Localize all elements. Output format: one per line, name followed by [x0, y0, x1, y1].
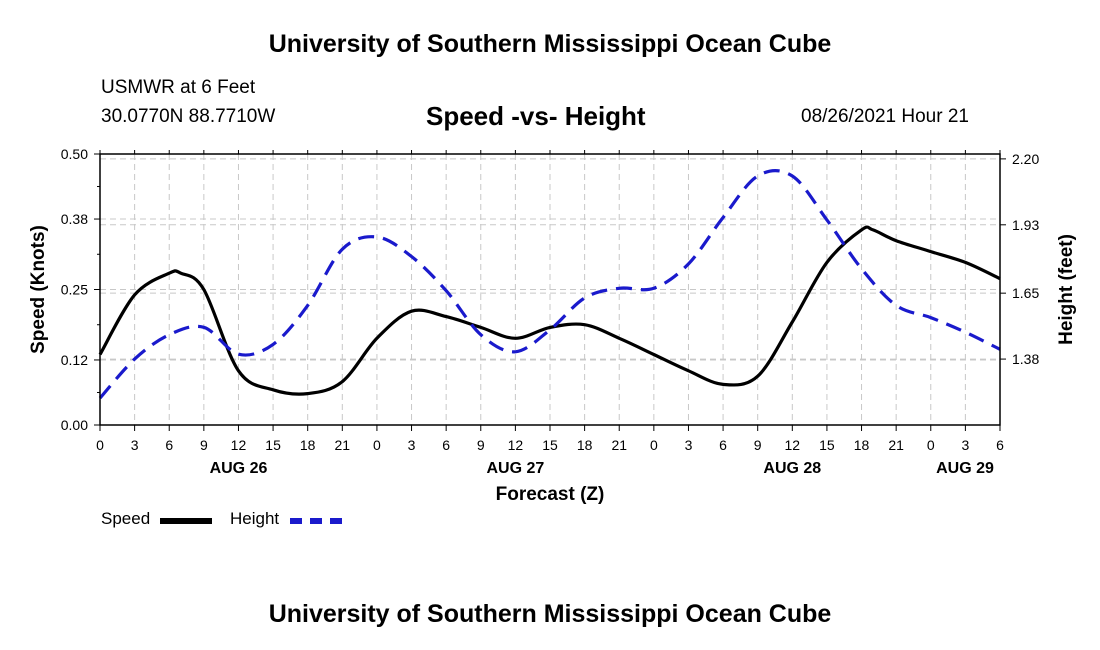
- x-tick-label: 12: [785, 437, 801, 453]
- x-tick-label: 15: [819, 437, 835, 453]
- series-layer: [98, 169, 1001, 400]
- x-tick-label: 18: [300, 437, 316, 453]
- x-tick-label: 18: [854, 437, 870, 453]
- y-tick-label: 0.38: [61, 211, 88, 227]
- y2-tick-label: 1.93: [1012, 217, 1039, 233]
- x-tick-label: 6: [996, 437, 1004, 453]
- legend-height-label: Height: [230, 509, 280, 528]
- date-label: 08/26/2021 Hour 21: [801, 106, 969, 127]
- x-tick-label: 0: [927, 437, 935, 453]
- legend-speed-label: Speed: [101, 509, 151, 528]
- y2-tick-label: 2.20: [1012, 151, 1039, 167]
- x-tick-label: 3: [685, 437, 693, 453]
- y2-tick-label: 1.38: [1012, 351, 1039, 367]
- y-tick-label: 0.25: [61, 282, 88, 298]
- x-tick-label: 15: [265, 437, 281, 453]
- x-tick-label: 15: [542, 437, 558, 453]
- x-tick-label: 21: [611, 437, 627, 453]
- x-day-label: AUG 29: [936, 460, 994, 477]
- y2-tick-label: 1.65: [1012, 285, 1039, 301]
- x-tick-label: 0: [96, 437, 104, 453]
- y2-axis-label: Height (feet): [1056, 234, 1077, 345]
- x-tick-label: 9: [477, 437, 485, 453]
- x-tick-label: 0: [373, 437, 381, 453]
- chart-title: University of Southern Mississippi Ocean…: [268, 30, 832, 58]
- y-tick-label: 0.00: [61, 417, 88, 433]
- x-tick-label: 3: [408, 437, 416, 453]
- y-tick-label: 0.12: [61, 352, 88, 368]
- x-tick-label: 3: [131, 437, 139, 453]
- footer-title: University of Southern Mississippi Ocean…: [268, 600, 832, 628]
- y-axis-label: Speed (Knots): [28, 225, 49, 354]
- x-tick-label: 6: [442, 437, 450, 453]
- chart-subtitle: Speed -vs- Height: [426, 101, 646, 131]
- x-tick-label: 3: [961, 437, 969, 453]
- x-tick-label: 12: [231, 437, 247, 453]
- series-speed-line: [98, 225, 1001, 396]
- tick-layer: 0 3 6 9 12 15 18 21 0 3 6 9 12 15 18 21 0 3 6 9 12 15 18 21 0 3 6A…: [61, 146, 1040, 477]
- station-coords: 30.0770N 88.7710W: [101, 106, 276, 127]
- x-axis-label: Forecast (Z): [496, 484, 605, 505]
- x-tick-label: 0: [650, 437, 658, 453]
- x-tick-label: 21: [335, 437, 351, 453]
- x-tick-label: 21: [888, 437, 904, 453]
- legend-speed-swatch: [160, 518, 212, 524]
- x-day-label: AUG 28: [763, 460, 821, 477]
- legend-height-swatch: [290, 518, 342, 524]
- series-height-line: [98, 169, 1001, 400]
- x-day-label: AUG 27: [486, 460, 544, 477]
- x-tick-label: 9: [754, 437, 762, 453]
- x-tick-label: 6: [719, 437, 727, 453]
- x-tick-label: 12: [508, 437, 524, 453]
- x-tick-label: 18: [577, 437, 593, 453]
- x-day-label: AUG 26: [210, 460, 268, 477]
- y-tick-label: 0.50: [61, 146, 88, 162]
- grid: [100, 154, 1000, 425]
- station-name: USMWR at 6 Feet: [101, 77, 256, 98]
- x-tick-label: 6: [165, 437, 173, 453]
- x-tick-label: 9: [200, 437, 208, 453]
